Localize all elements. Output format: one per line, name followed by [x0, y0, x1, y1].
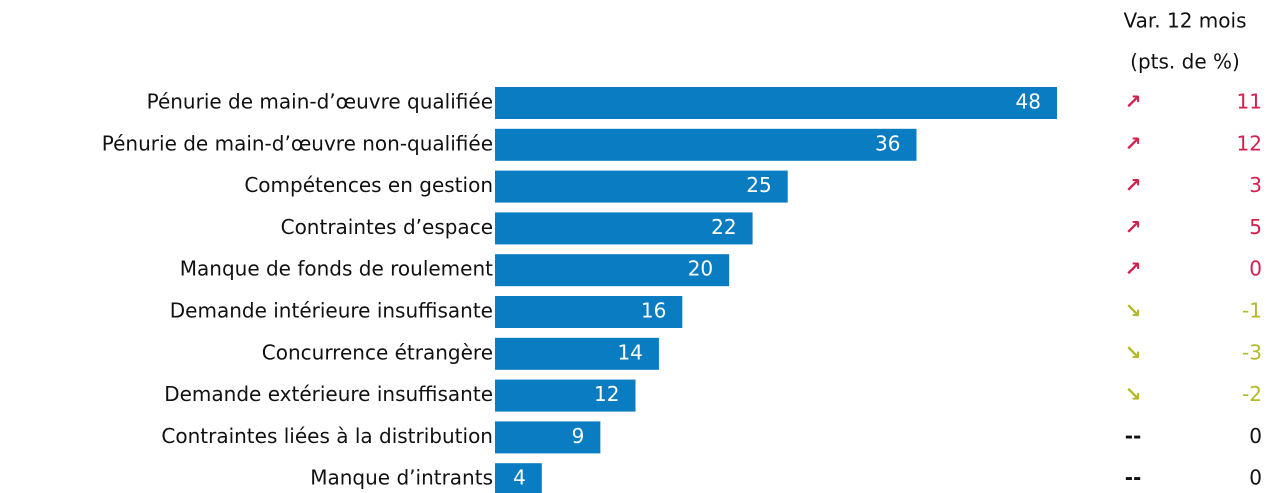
change-value: -1 [1242, 299, 1262, 323]
trend-icon: ↗ [1125, 257, 1142, 281]
bar [495, 379, 636, 412]
category-label: Compétences en gestion [244, 173, 493, 197]
value-label: 4 [513, 466, 526, 490]
change-value: 3 [1249, 173, 1262, 197]
bar [495, 87, 1057, 119]
column-header: (pts. de %) [1130, 50, 1240, 74]
value-label: 9 [572, 424, 585, 448]
category-label: Pénurie de main-d’œuvre qualifiée [147, 90, 493, 114]
value-label: 20 [688, 257, 713, 281]
category-label: Pénurie de main-d’œuvre non-qualifiée [102, 131, 493, 155]
trend-icon: ↗ [1125, 215, 1142, 239]
bar [495, 421, 601, 454]
bar [495, 254, 730, 287]
category-label: Demande extérieure insuffisante [164, 382, 493, 406]
category-label: Contraintes d’espace [281, 215, 493, 239]
category-label: Demande intérieure insuffisante [170, 299, 493, 323]
trend-icon: -- [1125, 466, 1142, 490]
bar [495, 128, 917, 161]
category-label: Manque d’intrants [310, 466, 493, 490]
trend-icon: ↘ [1125, 299, 1142, 323]
bar [495, 296, 683, 328]
trend-icon: ↗ [1125, 173, 1142, 197]
trend-icon: ↗ [1125, 131, 1142, 155]
category-label: Concurrence étrangère [262, 340, 493, 364]
change-value: 5 [1249, 215, 1262, 239]
bar [495, 463, 542, 493]
value-label: 12 [594, 382, 619, 406]
change-value: -2 [1242, 382, 1262, 406]
bar [495, 337, 659, 370]
value-label: 16 [641, 299, 666, 323]
change-value: 11 [1237, 90, 1262, 114]
value-label: 36 [875, 131, 900, 155]
value-label: 48 [1016, 90, 1041, 114]
trend-icon: -- [1125, 424, 1142, 448]
value-label: 14 [617, 340, 642, 364]
category-label: Manque de fonds de roulement [180, 257, 493, 281]
value-label: 22 [711, 215, 736, 239]
change-value: -3 [1242, 340, 1262, 364]
category-label: Contraintes liées à la distribution [161, 424, 493, 448]
change-value: 12 [1237, 131, 1262, 155]
bar [495, 170, 788, 203]
trend-icon: ↗ [1125, 90, 1142, 114]
trend-icon: ↘ [1125, 382, 1142, 406]
change-value: 0 [1249, 466, 1262, 490]
trend-icon: ↘ [1125, 340, 1142, 364]
value-label: 25 [746, 173, 771, 197]
change-value: 0 [1249, 257, 1262, 281]
change-value: 0 [1249, 424, 1262, 448]
bar [495, 212, 753, 245]
column-header: Var. 12 mois [1124, 9, 1247, 33]
